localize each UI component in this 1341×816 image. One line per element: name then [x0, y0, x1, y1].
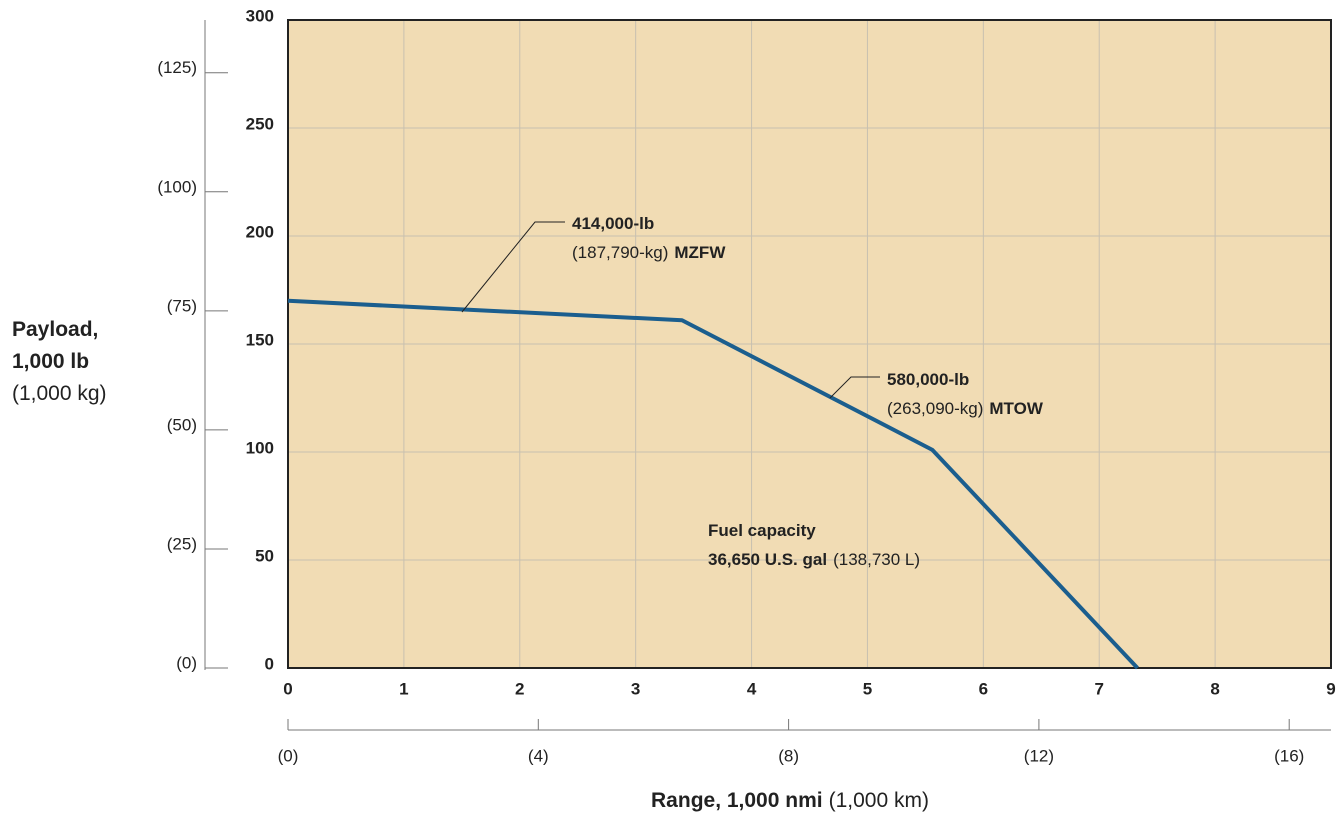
annotation: 414,000-lb — [572, 214, 654, 233]
x2-tick-label: (0) — [278, 746, 299, 765]
y-axis-label: (1,000 kg) — [12, 382, 107, 405]
payload-range-line — [287, 298, 1139, 670]
annotation-part: MTOW — [989, 399, 1043, 418]
y2-tick-label: (75) — [167, 296, 197, 315]
leader-line — [461, 221, 565, 313]
annotation: Fuel capacity — [708, 521, 816, 540]
y2-tick-label: (50) — [167, 415, 197, 434]
y2-tick-label: (0) — [176, 653, 197, 672]
y-axis-label-part: 1,000 lb — [12, 350, 89, 373]
y-tick-label: 0 — [265, 654, 274, 673]
x2-tick-label: (16) — [1274, 746, 1304, 765]
x-tick-label: 5 — [863, 679, 872, 698]
y2-tick-label: (125) — [157, 58, 197, 77]
annotation-part: 414,000-lb — [572, 214, 654, 233]
x-tick-label: 2 — [515, 679, 524, 698]
x-axis-label: Range, 1,000 nmi (1,000 km) — [651, 789, 929, 812]
y-tick-label: 100 — [246, 438, 274, 457]
x2-tick-label: (12) — [1024, 746, 1054, 765]
y-tick-label: 50 — [255, 546, 274, 565]
annotation: 580,000-lb — [887, 370, 969, 389]
x-tick-label: 4 — [747, 679, 757, 698]
y-axis-label: Payload, — [12, 318, 98, 341]
x-axis-label-part: (1,000 km) — [829, 789, 929, 812]
annotation-part: (187,790-kg) — [572, 243, 668, 262]
y-axis-label: 1,000 lb — [12, 350, 89, 373]
annotation-part: Fuel capacity — [708, 521, 816, 540]
plot-frame — [287, 19, 1332, 669]
y2-tick-label: (25) — [167, 534, 197, 553]
x-tick-label: 1 — [399, 679, 408, 698]
leader-line — [829, 376, 880, 399]
x-tick-label: 7 — [1094, 679, 1103, 698]
y-tick-label: 300 — [246, 6, 274, 25]
y-tick-label: 150 — [246, 330, 274, 349]
annotation-part: 36,650 U.S. gal — [708, 550, 827, 569]
annotation-part: 580,000-lb — [887, 370, 969, 389]
annotation-part: (138,730 L) — [833, 550, 920, 569]
y-axis-label-part: (1,000 kg) — [12, 382, 107, 405]
x-tick-label: 9 — [1326, 679, 1335, 698]
x-axis-label-part: Range, 1,000 nmi — [651, 789, 823, 812]
annotation-part: (263,090-kg) — [887, 399, 983, 418]
y2-tick-label: (100) — [157, 177, 197, 196]
x-tick-label: 3 — [631, 679, 640, 698]
x-tick-label: 8 — [1210, 679, 1219, 698]
x2-tick-label: (8) — [778, 746, 799, 765]
annotation-part: MZFW — [674, 243, 726, 262]
annotation: (263,090-kg) MTOW — [887, 399, 1044, 418]
annotation: (187,790-kg) MZFW — [572, 243, 726, 262]
annotation: 36,650 U.S. gal (138,730 L) — [708, 550, 920, 569]
x-tick-label: 0 — [283, 679, 292, 698]
x2-tick-label: (4) — [528, 746, 549, 765]
y-tick-label: 250 — [246, 114, 274, 133]
x-tick-label: 6 — [979, 679, 988, 698]
y-tick-label: 200 — [246, 222, 274, 241]
y-axis-label-part: Payload, — [12, 318, 98, 341]
